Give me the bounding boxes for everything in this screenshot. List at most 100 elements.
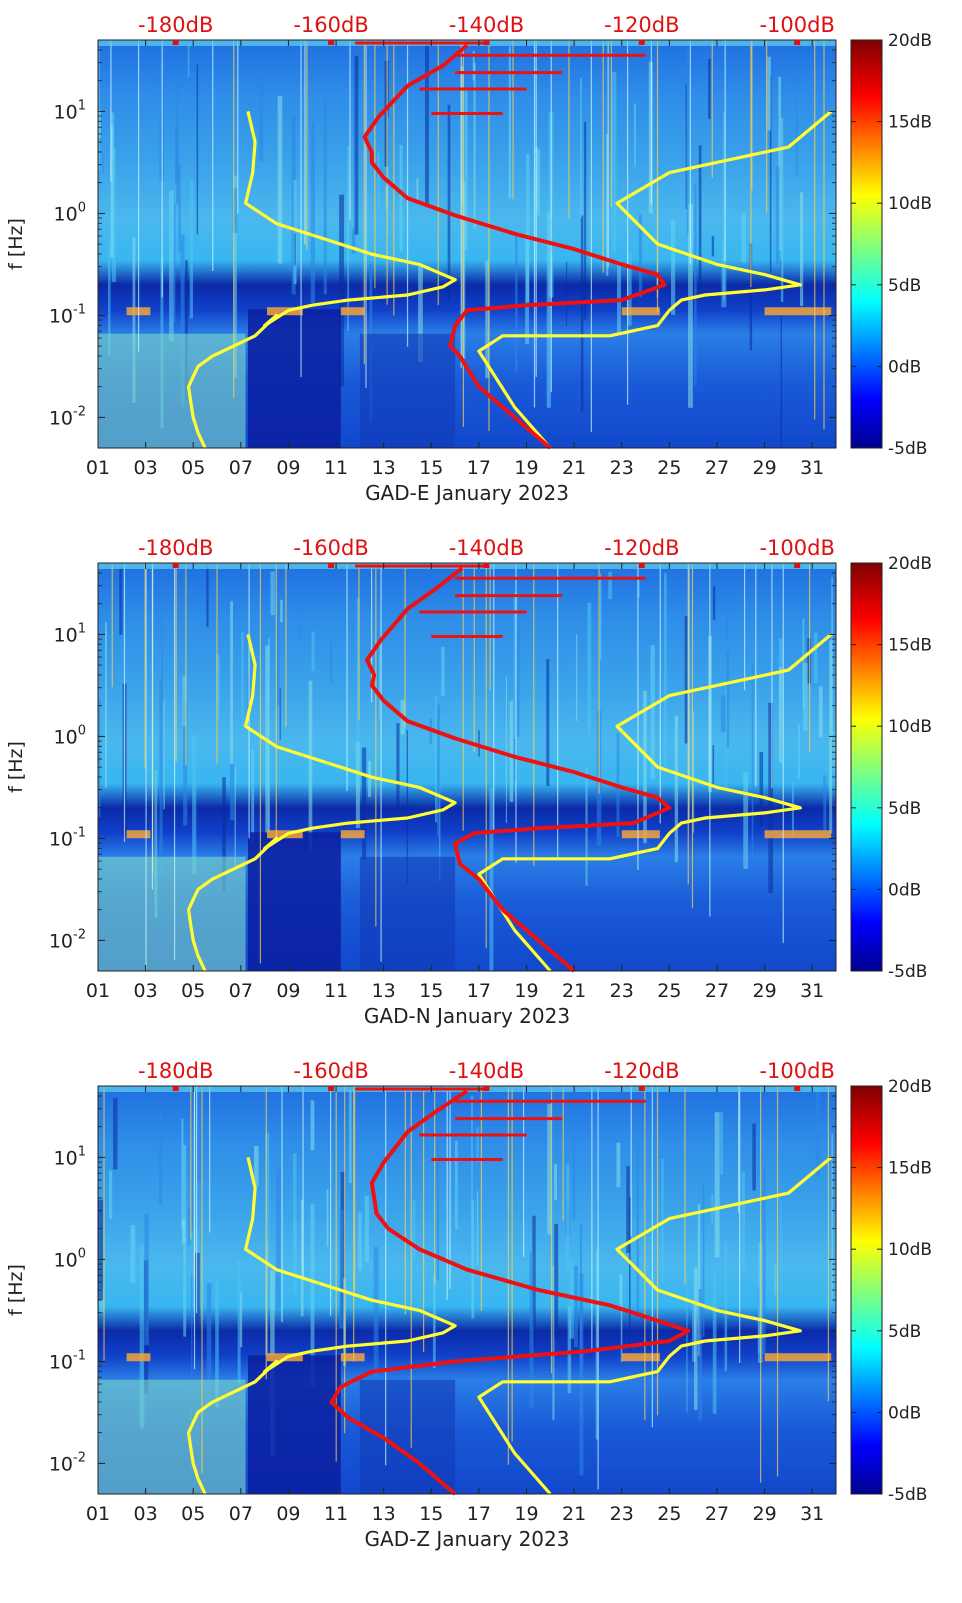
- texture-stripe: [575, 634, 578, 722]
- texture-stripe: [779, 666, 782, 763]
- panel-1: 01 03 05 07 09 11 13 15 17 19 21 23 25 27 29 31 GAD-E Ja…: [5, 13, 932, 505]
- texture-stripe: [643, 690, 647, 844]
- texture-stripe: [102, 153, 104, 174]
- texture-stripe: [698, 145, 702, 294]
- texture-stripe: [818, 686, 823, 738]
- texture-stripe: [708, 59, 711, 119]
- texture-stripe: [751, 664, 754, 856]
- spike-line: [488, 40, 490, 432]
- texture-stripe: [280, 599, 283, 623]
- texture-stripe: [599, 573, 602, 661]
- top-db-tick: [794, 1086, 801, 1091]
- texture-stripe: [626, 1166, 630, 1254]
- x-tick-label: 01: [86, 1503, 110, 1525]
- texture-stripe: [354, 55, 359, 235]
- texture-stripe: [308, 680, 313, 850]
- colorbar-label: 15dB: [888, 113, 932, 133]
- texture-stripe: [368, 761, 372, 798]
- texture-stripe: [339, 194, 345, 387]
- spike-line: [434, 1086, 436, 1285]
- texture-stripe: [612, 72, 617, 253]
- spike-line: [145, 563, 147, 970]
- texture-stripe: [759, 752, 764, 827]
- spike-line: [462, 563, 464, 831]
- texture-stripe: [724, 1240, 728, 1372]
- colorbar-label: -5dB: [888, 439, 927, 459]
- texture-stripe: [723, 112, 725, 301]
- y-tick-label: 10-2: [49, 1450, 86, 1475]
- microseism-hotspot: [126, 830, 151, 839]
- texture-stripe: [222, 777, 226, 893]
- spike-line: [212, 40, 214, 271]
- top-db-label: -120dB: [604, 1059, 679, 1083]
- texture-stripe: [132, 237, 136, 404]
- texture-stripe: [752, 1123, 756, 1191]
- texture-stripe: [330, 640, 333, 684]
- x-tick-label: 21: [562, 1503, 586, 1525]
- texture-stripe: [196, 1090, 201, 1182]
- texture-stripe: [241, 632, 244, 728]
- texture-stripe: [98, 698, 101, 817]
- texture-stripe: [702, 1183, 705, 1337]
- texture-stripe: [182, 1219, 186, 1244]
- microseism-hotspot: [764, 830, 832, 839]
- texture-stripe: [688, 204, 693, 408]
- texture-stripe: [161, 605, 163, 702]
- vertical-spikes: [111, 563, 811, 970]
- x-axis-title: GAD-N January 2023: [364, 1004, 570, 1028]
- texture-stripe: [347, 146, 349, 332]
- texture-stripe: [98, 47, 100, 170]
- top-db-axis: -180dB -160dB -140dB -120dB -100dB: [138, 536, 835, 568]
- top-db-label: -140dB: [449, 536, 524, 560]
- texture-stripe: [509, 700, 514, 803]
- texture-stripe: [552, 1266, 555, 1421]
- spike-line: [380, 563, 382, 962]
- quiet-period-block: [359, 333, 456, 448]
- y-tick-label: 100: [54, 1246, 86, 1271]
- spike-line: [568, 40, 570, 219]
- texture-stripe: [355, 742, 360, 829]
- top-db-label: -140dB: [449, 13, 524, 37]
- texture-stripe: [234, 767, 236, 867]
- texture-stripe: [693, 1267, 698, 1410]
- texture-stripe: [569, 1261, 574, 1339]
- texture-stripe: [378, 638, 381, 720]
- texture-stripe: [546, 211, 551, 408]
- texture-stripe: [546, 659, 550, 786]
- y-tick-label: 100: [54, 723, 86, 748]
- spike-line: [550, 1086, 553, 1374]
- x-tick-label: 25: [657, 980, 681, 1002]
- y-tick-label: 10-1: [49, 1348, 86, 1373]
- spike-line: [687, 563, 689, 885]
- texture-stripe: [572, 1118, 576, 1220]
- spike-line: [193, 1086, 196, 1370]
- spike-line: [304, 40, 306, 245]
- texture-stripe: [606, 134, 609, 276]
- texture-stripe: [294, 233, 296, 266]
- texture-stripe: [619, 1274, 622, 1304]
- texture-stripe: [268, 637, 270, 831]
- texture-stripe: [485, 260, 490, 379]
- spike-line: [630, 1086, 632, 1237]
- top-db-tick: [328, 563, 335, 568]
- texture-stripe: [650, 645, 655, 780]
- texture-stripe: [323, 97, 327, 295]
- x-tick-label: 19: [514, 457, 538, 479]
- spike-line: [684, 1086, 686, 1285]
- colorbar-label: 20dB: [888, 554, 932, 574]
- texture-stripe: [741, 1171, 746, 1272]
- texture-stripe: [154, 770, 158, 918]
- texture-stripe: [698, 1289, 703, 1421]
- texture-stripe: [144, 1213, 149, 1346]
- texture-stripe: [174, 126, 179, 183]
- x-tick-label: 17: [467, 980, 491, 1002]
- x-tick-label: 21: [562, 457, 586, 479]
- spike-line: [809, 563, 811, 752]
- spike-line: [743, 563, 746, 691]
- texture-stripe: [831, 577, 833, 736]
- texture-stripe: [712, 586, 716, 621]
- spike-line: [173, 563, 176, 961]
- texture-stripe: [489, 787, 494, 971]
- texture-stripe: [476, 1126, 479, 1163]
- texture-stripe: [595, 1250, 599, 1440]
